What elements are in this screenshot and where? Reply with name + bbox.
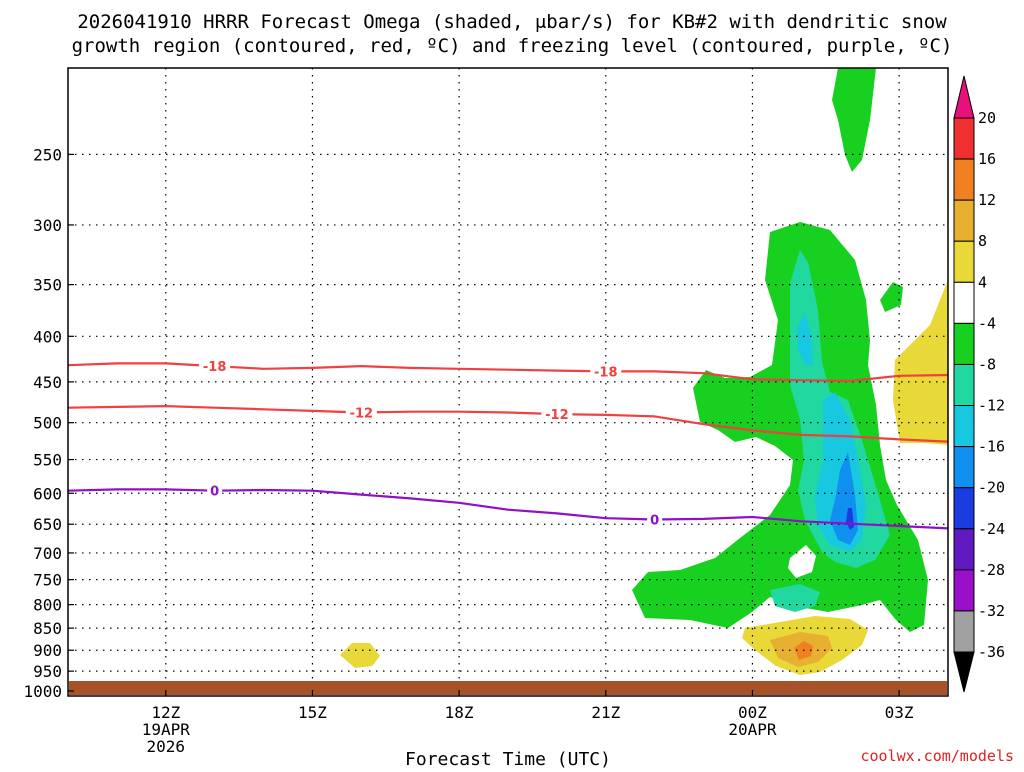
colorbar-label: 4 <box>978 273 987 291</box>
contour-line--12 <box>67 405 949 443</box>
x-tick-time: 12Z <box>151 703 180 722</box>
contour-label-bg <box>541 407 573 422</box>
colorbar-segment <box>953 281 975 324</box>
contour-label--18: -18 <box>203 360 227 375</box>
colorbar-label: 20 <box>978 109 996 127</box>
colorbar-label: -12 <box>978 397 1005 415</box>
colorbar-label: -20 <box>978 479 1005 497</box>
colorbar-segment <box>953 528 975 571</box>
colorbar-label: 12 <box>978 191 996 209</box>
x-tick-date: 20APR <box>728 720 777 739</box>
x-tick-date: 19APR <box>142 720 191 739</box>
y-tick-label: 1000 <box>23 682 62 701</box>
colorbar-segment <box>953 363 975 407</box>
chart-title-line2: growth region (contoured, red, ºC) and f… <box>72 35 953 57</box>
colorbar-label: -32 <box>978 602 1005 620</box>
y-tick-label: 850 <box>33 619 62 638</box>
colorbar-segment <box>953 158 975 201</box>
x-tick-time: 00Z <box>738 703 767 722</box>
colorbar-label: -28 <box>978 561 1005 579</box>
contour-label-0: 0 <box>210 485 219 500</box>
omega-shade-green-upper <box>832 68 876 172</box>
y-tick-label: 750 <box>33 571 62 590</box>
omega-shading <box>340 68 948 675</box>
y-axis: 250 300 350 400 450 500 550 600 650 700 750 800 850 9… <box>23 145 74 701</box>
colorbar-label: -24 <box>978 520 1005 538</box>
omega-shade-yellow-small <box>340 643 380 668</box>
y-tick-label: 250 <box>33 145 62 164</box>
x-tick-time: 03Z <box>885 703 914 722</box>
y-tick-label: 650 <box>33 515 62 534</box>
contour-label--12: -12 <box>350 406 374 421</box>
contour-label-bg <box>207 483 223 498</box>
x-tick-year: 2026 <box>147 737 186 756</box>
y-tick-label: 600 <box>33 484 62 503</box>
contour-label--12: -12 <box>545 408 569 423</box>
colorbar-segment <box>953 569 975 612</box>
colorbar-label: -36 <box>978 643 1005 661</box>
colorbar-segment <box>953 446 975 489</box>
y-tick-label: 350 <box>33 276 62 295</box>
omega-shade-yellow-right <box>893 280 948 445</box>
y-tick-label: 900 <box>33 641 62 660</box>
colorbar-label: 8 <box>978 232 987 250</box>
contour-label-bg <box>647 512 663 527</box>
y-tick-label: 450 <box>33 373 62 392</box>
colorbar-segment <box>953 117 975 160</box>
y-tick-label: 800 <box>33 596 62 615</box>
x-axis-label: Forecast Time (UTC) <box>405 749 611 768</box>
contour-lines: -18 -18 -12 -12 0 0 <box>67 359 949 530</box>
x-tick-time: 15Z <box>298 703 327 722</box>
colorbar-segment <box>953 405 975 448</box>
colorbar-segment <box>953 240 975 283</box>
x-tick-time: 18Z <box>445 703 474 722</box>
contour-label-bg <box>345 405 377 420</box>
y-tick-label: 500 <box>33 414 62 433</box>
y-tick-label: 400 <box>33 327 62 346</box>
colorbar-label: 16 <box>978 150 996 168</box>
contour-label-bg <box>590 364 622 379</box>
colorbar: 20 16 12 8 4 -4 -8 -12 -16 -20 -24 -28 -32 -36 <box>953 75 1005 693</box>
x-tick-time: 21Z <box>591 703 620 722</box>
omega-shade-green-small <box>880 282 903 312</box>
y-tick-label: 700 <box>33 544 62 563</box>
y-tick-label: 300 <box>33 216 62 235</box>
colorbar-label: -4 <box>978 314 996 332</box>
colorbar-extend-bottom <box>953 651 975 693</box>
colorbar-segment <box>953 487 975 530</box>
omega-shade-white-hole <box>788 545 816 578</box>
colorbar-segment <box>953 322 975 365</box>
contour-label--18: -18 <box>594 365 618 380</box>
omega-shade-green-main <box>632 222 928 632</box>
colorbar-label: -16 <box>978 438 1005 456</box>
y-tick-label: 950 <box>33 662 62 681</box>
colorbar-segment <box>953 199 975 242</box>
chart-title-line1: 2026041910 HRRR Forecast Omega (shaded, … <box>77 11 947 33</box>
ground-surface <box>69 681 947 695</box>
colorbar-segment <box>953 610 975 653</box>
contour-label-bg <box>199 359 231 374</box>
colorbar-extend-top <box>953 75 975 119</box>
credit-text: coolwx.com/models <box>860 747 1014 765</box>
y-tick-label: 550 <box>33 451 62 470</box>
colorbar-label: -8 <box>978 355 996 373</box>
contour-label-0: 0 <box>650 513 659 528</box>
